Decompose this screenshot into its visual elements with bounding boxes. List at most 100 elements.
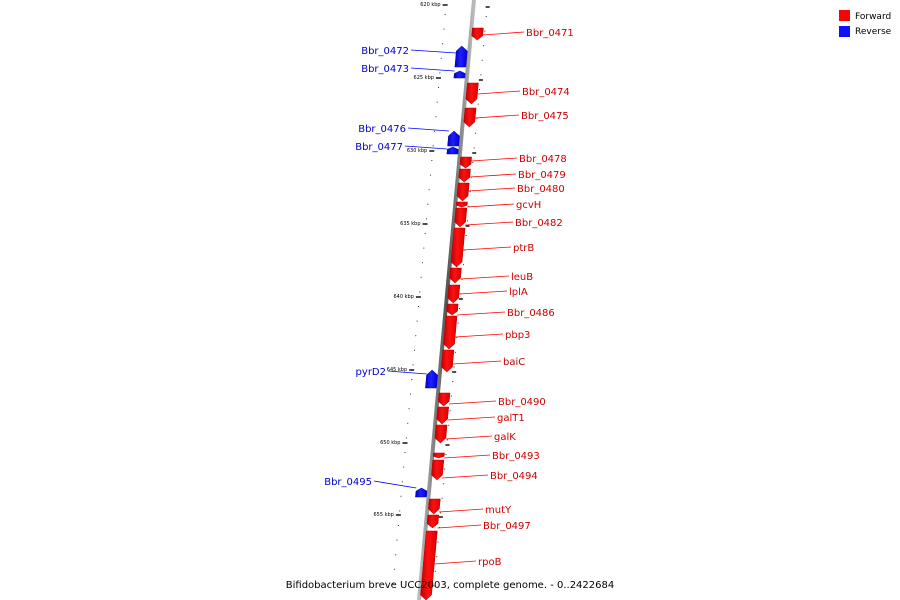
gene-label-ptrb: ptrB (513, 243, 534, 254)
tick-dot (411, 379, 413, 380)
tick-dot (483, 45, 485, 47)
tick-dot (403, 466, 405, 468)
tick-label: 650 kbp (380, 440, 400, 446)
tick-dot (442, 483, 444, 485)
gene-arrow-bbr_0497 (426, 514, 440, 529)
gene-arrow-pbp3 (443, 315, 458, 350)
tick-dot (448, 424, 450, 426)
gene-label-bbr_0475: Bbr_0475 (521, 111, 569, 122)
tick-dot (481, 59, 483, 61)
gene-arrow-galk (434, 424, 448, 444)
tick-dot (452, 381, 454, 382)
gene-leader-muty (439, 508, 484, 513)
gene-leader-bbr_0477 (404, 145, 448, 150)
gene-label-bbr_0472: Bbr_0472 (361, 46, 409, 57)
tick-dot (444, 14, 446, 15)
gene-leader-bbr_0494 (442, 474, 489, 479)
gene-arrow-bbr_0474 (465, 82, 479, 105)
tick-dot (404, 452, 406, 453)
tick-dot (433, 585, 435, 587)
tick-dot (462, 264, 464, 266)
tick-dot (484, 30, 486, 32)
tick-dot (477, 103, 479, 105)
tick-dot (438, 87, 440, 88)
gene-leader-bbr_0472 (410, 49, 457, 54)
tick-label: 630 kbp (407, 148, 427, 154)
tick-dot (396, 539, 398, 541)
tick-dot (480, 74, 482, 76)
gene-label-galt1: galT1 (497, 413, 525, 424)
tick-dot (457, 322, 459, 324)
gene-arrow-pyrd2 (425, 369, 438, 389)
gene-leader-gcvh (466, 203, 515, 208)
gene-arrow-bbr_0477 (446, 146, 459, 155)
gene-label-bbr_0478: Bbr_0478 (519, 154, 567, 165)
tick-dot (432, 145, 434, 147)
tick-dot (441, 497, 443, 499)
tick-dot (429, 174, 431, 176)
tick-dot (440, 57, 442, 59)
gene-label-gcvh: gcvH (516, 200, 541, 211)
tick-dot (468, 205, 470, 207)
gene-arrow-bbr_0482 (454, 207, 468, 228)
gene-leader-bbr_0495 (373, 480, 417, 489)
tick-dot (476, 118, 478, 120)
gene-label-leub: leuB (511, 272, 533, 283)
tick-dot (431, 160, 433, 161)
gene-arrow-bbr_0473 (453, 70, 466, 79)
gene-leader-bbr_0474 (477, 90, 521, 95)
gene-label-bbr_0497: Bbr_0497 (483, 521, 531, 532)
tick-dot (443, 28, 445, 30)
gene-arrow-bbr_0471 (471, 27, 484, 41)
gene-leader-galt1 (447, 416, 496, 421)
gene-layer (415, 27, 484, 600)
tick-dot (424, 233, 426, 234)
tick-dot (399, 510, 401, 512)
gene-label-bbr_0476: Bbr_0476 (358, 124, 406, 135)
tick-dot (453, 366, 455, 368)
tick-dot (393, 568, 395, 570)
legend: Forward Reverse (839, 10, 892, 37)
gene-arrow-bbr_0478 (459, 156, 472, 169)
tick-dot (461, 278, 463, 280)
tick-dot (436, 101, 438, 103)
gene-label-bbr_0486: Bbr_0486 (507, 308, 555, 319)
tick-dot (412, 364, 414, 366)
gene-label-baic: baiC (503, 357, 525, 368)
leader-layer (373, 31, 525, 565)
gene-label-pyrd2: pyrD2 (356, 367, 386, 378)
tick-dot (435, 116, 437, 118)
tick-label: 625 kbp (414, 75, 434, 81)
gene-leader-bbr_0493 (443, 454, 491, 459)
gene-label-bbr_0490: Bbr_0490 (498, 397, 546, 408)
genome-axis (417, 0, 476, 600)
tick-dot (416, 320, 418, 322)
tick-dot (454, 351, 456, 353)
gene-label-bbr_0493: Bbr_0493 (492, 451, 540, 462)
gene-leader-bbr_0490 (448, 400, 497, 405)
gene-leader-bbr_0497 (437, 524, 482, 529)
tick-dot (465, 235, 467, 236)
tick-dot (466, 220, 468, 222)
tick-dot (408, 408, 410, 410)
gene-arrow-bbr_0494 (431, 459, 445, 481)
gene-arrow-leub (449, 267, 462, 284)
gene-arrow-lpla (447, 284, 461, 304)
tick-dot (417, 306, 419, 307)
gene-leader-pbp3 (455, 333, 504, 338)
tick-dot (479, 89, 481, 90)
tick-label: 635 kbp (400, 221, 420, 227)
legend-forward-swatch (839, 10, 850, 21)
tick-dot (436, 556, 438, 558)
tick-dot (421, 262, 423, 264)
gene-arrow-bbr_0479 (458, 168, 471, 183)
legend-reverse-label: Reverse (855, 27, 892, 37)
tick-label: 640 kbp (393, 294, 413, 300)
gene-leader-leub (460, 275, 510, 280)
tick-dot (437, 541, 439, 543)
tick-dot (413, 349, 415, 351)
tick-dot (415, 335, 417, 337)
gene-leader-baic (452, 360, 502, 365)
gene-leader-bbr_0479 (469, 173, 517, 178)
